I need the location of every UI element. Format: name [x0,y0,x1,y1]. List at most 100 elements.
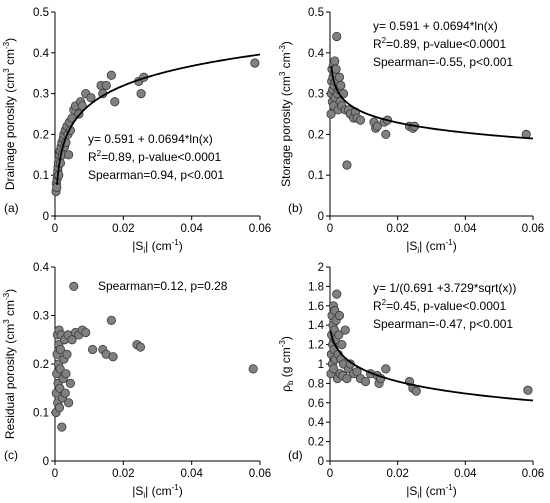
y-tick-label: 0 [43,456,49,468]
data-point [330,56,340,66]
y-tick-label: 0.2 [308,129,324,141]
x-axis-label: |Si| (cm-1) [406,238,456,255]
y-axis-label: ρb (g cm-3) [278,336,295,392]
data-point [332,31,342,42]
data-point [355,115,366,125]
y-tick-label: 0.4 [308,48,325,60]
annotation-line: R2=0.89, p-value<0.0001 [373,36,507,51]
data-point [381,364,391,374]
data-point [334,330,344,340]
data-point [55,344,66,355]
y-tick-label: 0.3 [33,89,49,101]
y-tick-label: 0 [43,211,49,223]
panel-c: 0 0.1 0.2 0.3 0.4 0 0.02 0.04 0.06 Spearman=0.12,… [2,262,271,500]
y-tick-label: 0.6 [308,398,324,410]
annotation-line: Spearman=0.94, p<0.001 [88,168,224,182]
x-tick-label: 0.04 [454,223,477,235]
panel-label: (c) [4,448,18,462]
y-tick-label: 0.1 [308,170,324,182]
x-axis-label: |Si| (cm-1) [132,483,182,500]
data-point [336,80,346,91]
y-tick-label: 0.4 [33,262,50,274]
data-point [62,349,72,359]
data-point [69,281,79,291]
data-point [334,310,345,321]
x-tick-label: 0 [52,223,58,235]
fit-curve [56,53,261,186]
data-point [248,364,258,374]
y-tick-label: 0.1 [33,170,49,182]
data-point [106,70,116,80]
y-tick-label: 0.2 [33,359,49,371]
y-tick-label: 0.3 [308,89,324,101]
data-point [61,369,71,379]
data-point [523,385,533,395]
data-point [101,80,111,91]
annotation-line: y= 0.591 + 0.0694*ln(x) [373,19,498,33]
x-tick-label: 0.06 [249,468,271,480]
x-tick-label: 0 [327,468,333,480]
x-tick-label: 0.04 [180,468,203,480]
data-point [250,58,260,68]
fit-curve [330,65,534,140]
panel-a: 0 0.1 0.2 0.3 0.4 0.5 0 0.02 0.04 0.06 y= 0.591 + … [2,7,271,255]
fit-curve [329,330,534,402]
data-point [372,121,382,131]
data-point [342,373,352,384]
data-point [360,376,371,387]
annotation-line: R2=0.45, p-value<0.0001 [373,298,507,313]
data-point [64,398,74,408]
data-point [110,97,120,107]
annotation-line: y= 0.591 + 0.0694*ln(x) [88,132,213,146]
y-axis-label: Drainage porosity (cm3 cm-3) [2,38,17,190]
y-tick-label: 1.6 [308,301,324,313]
data-point [64,150,74,160]
x-tick-label: 0.06 [249,223,271,235]
data-point [381,129,391,139]
y-axis-label: Residual porosity (cm3 cm-3) [2,289,17,439]
annotation-line: Spearman=0.12, p=0.28 [98,279,228,293]
y-tick-label: 0.4 [33,48,50,60]
y-tick-label: 0.5 [308,7,324,19]
y-tick-label: 0.1 [33,408,49,420]
data-point [331,64,341,74]
x-tick-label: 0.04 [454,468,477,480]
data-point [81,327,91,338]
data-point [108,352,118,362]
panel-b: 0 0.1 0.2 0.3 0.4 0.5 0 0.02 0.04 0.06 y= 0.591 + … [278,7,544,255]
x-tick-label: 0 [327,223,333,235]
y-tick-label: 0.4 [308,417,325,429]
y-tick-label: 0.3 [33,311,49,323]
data-point [326,109,336,119]
data-point [135,342,146,352]
y-tick-label: 1 [318,359,324,371]
y-tick-label: 0.5 [33,7,49,19]
data-point [332,289,342,299]
annotation-line: Spearman=-0.55, p<0.001 [373,55,513,69]
y-tick-label: 0.2 [308,437,324,449]
annotation-line: Spearman=-0.47, p<0.001 [373,317,513,331]
x-tick-label: 0 [52,468,58,480]
panel-d: 0 0.2 0.4 0.6 0.8 1 1.2 1.4 1.6 1.8 2 0 0.02 0.04 0.06… [278,262,544,500]
data-point [55,364,65,374]
data-point [329,364,339,374]
y-tick-label: 0 [318,456,324,468]
annotation-line: y= 1/(0.691 +3.729*sqrt(x)) [373,281,516,295]
data-point [340,325,350,335]
x-tick-label: 0.02 [386,223,408,235]
x-tick-label: 0.02 [112,468,134,480]
panel-label: (d) [288,448,303,462]
data-point [65,378,75,388]
y-axis-label: Storage porosity (cm3 cm-3) [278,41,293,187]
annotation-line: R2=0.89, p-value<0.0001 [88,149,222,164]
x-tick-label: 0.02 [386,468,408,480]
x-tick-label: 0.06 [522,223,544,235]
data-point [411,386,421,396]
data-point [334,72,345,82]
y-tick-label: 0 [318,211,324,223]
data-point [136,89,146,99]
panel-label: (b) [288,201,303,215]
y-tick-label: 0.2 [33,129,49,141]
data-point [77,101,87,111]
